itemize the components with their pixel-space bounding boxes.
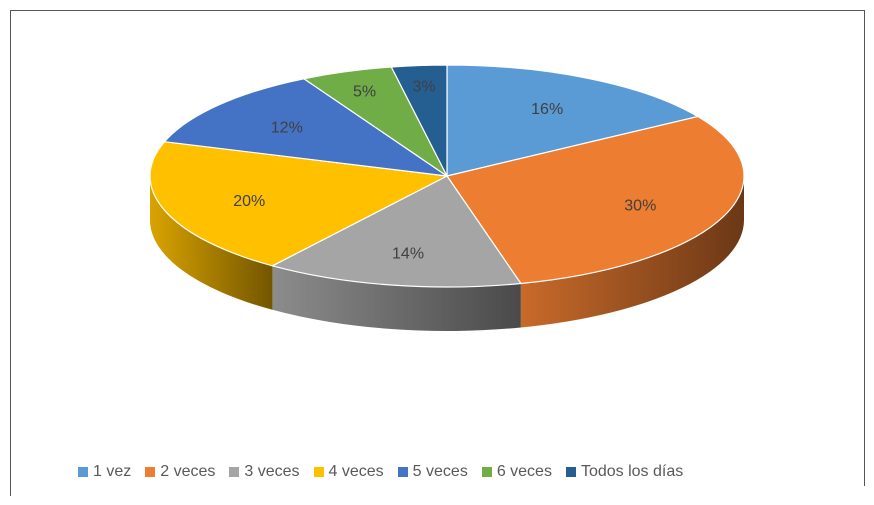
legend-item-2: 3 veces [229, 463, 300, 481]
data-label-0: 16% [531, 101, 563, 118]
chart-border-right [864, 10, 865, 486]
data-label-4: 12% [271, 119, 303, 136]
legend-label: 1 vez [93, 463, 132, 480]
pie-slice-6[interactable] [390, 64, 448, 177]
legend-label: 5 veces [412, 463, 468, 480]
pie-side-1 [520, 176, 744, 328]
legend-label: 6 veces [496, 463, 552, 480]
data-label-5: 5% [353, 83, 376, 100]
pie-side-2 [272, 265, 521, 331]
pie-slice-2[interactable] [270, 175, 522, 288]
legend-label: Todos los días [580, 463, 684, 480]
data-label-6: 3% [413, 78, 436, 95]
legend-swatch [481, 467, 492, 477]
pie-slice-4[interactable] [163, 78, 448, 177]
legend-swatch [565, 467, 576, 477]
data-label-2: 14% [392, 245, 424, 262]
chart-area [10, 10, 865, 496]
data-label-3: 20% [233, 193, 265, 210]
legend-item-4: 5 veces [397, 463, 468, 481]
chart-legend: 1 vez 2 veces 3 veces 4 veces 5 veces 6 veces… [78, 462, 697, 482]
legend-swatch [229, 467, 240, 477]
pie-slice-0[interactable] [446, 64, 700, 177]
pie-slice-1[interactable] [446, 115, 745, 285]
legend-label: 4 veces [328, 463, 384, 480]
legend-swatch [313, 467, 324, 477]
legend-label: 3 veces [244, 463, 300, 480]
legend-swatch [78, 467, 88, 477]
legend-label: 2 veces [160, 463, 216, 480]
legend-item-6: Todos los días [565, 463, 684, 481]
legend-swatch [397, 467, 408, 477]
legend-item-0: 1 vez [78, 463, 131, 481]
pie-side-3 [150, 176, 273, 310]
pie-slice-3[interactable] [149, 141, 450, 267]
legend-swatch [145, 467, 156, 477]
legend-item-3: 4 veces [313, 463, 384, 481]
legend-item-1: 2 veces [145, 463, 215, 481]
data-label-1: 30% [624, 198, 656, 215]
legend-item-5: 6 veces [481, 463, 552, 481]
